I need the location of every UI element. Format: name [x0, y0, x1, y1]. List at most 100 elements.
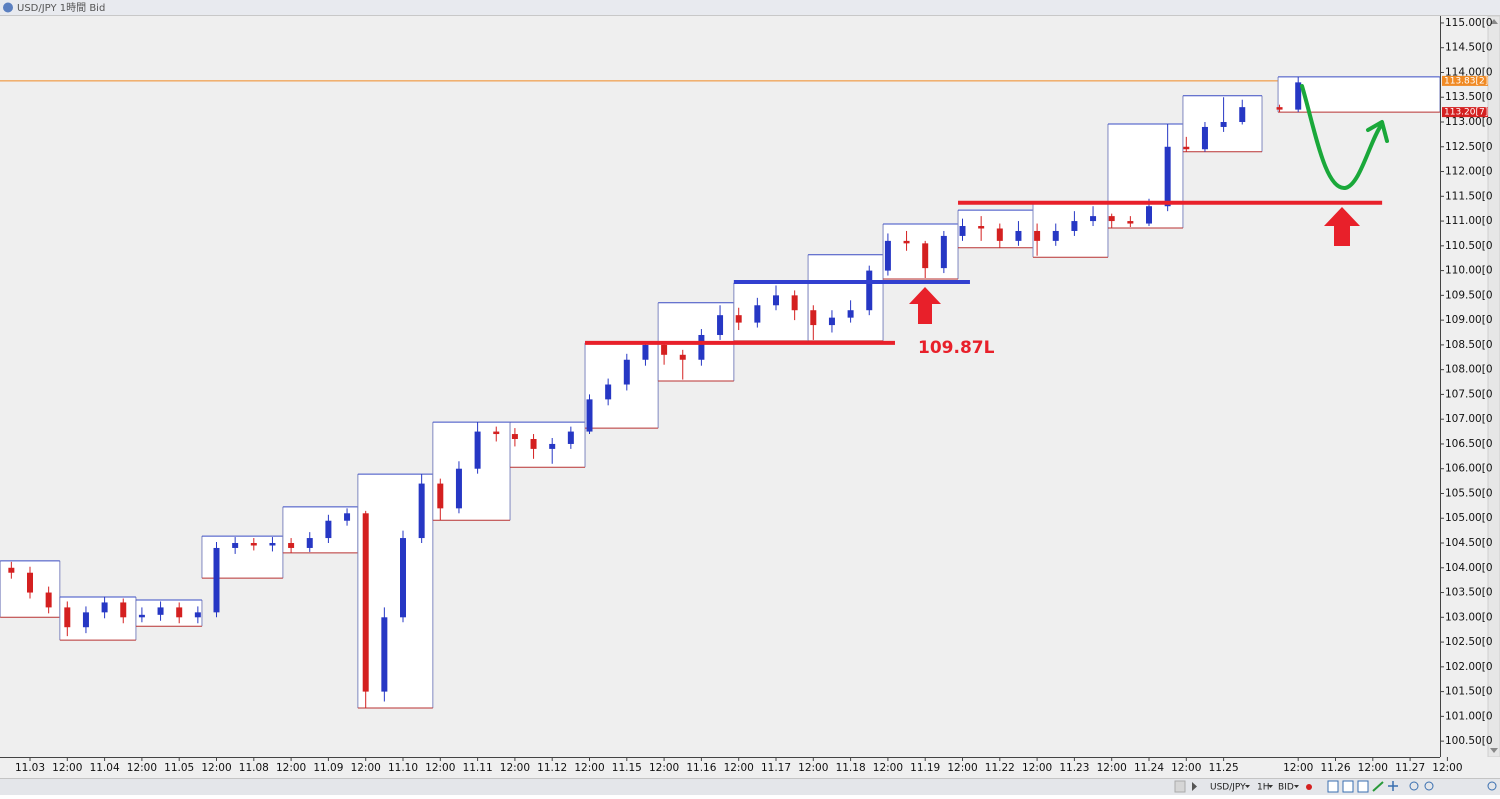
candle-body — [661, 344, 668, 355]
tool-icon[interactable] — [1409, 781, 1419, 791]
candle-body — [810, 310, 817, 326]
x-tick-label: 11.04 — [90, 762, 120, 774]
tool-icon[interactable] — [1306, 784, 1312, 790]
green-curve — [1300, 84, 1384, 190]
toolbar-symbol[interactable]: USD/JPY — [1210, 783, 1250, 793]
candle-body — [530, 438, 537, 449]
title-bar — [0, 0, 1500, 15]
y-tick-label: 101.50[0 — [1445, 686, 1493, 698]
candle-body — [1071, 221, 1078, 231]
candle-body — [474, 431, 481, 469]
x-tick-label: 12:00 — [201, 762, 231, 774]
tool-icon[interactable] — [1342, 780, 1354, 793]
x-tick-label: 12:00 — [873, 762, 903, 774]
x-tick-label: 11.18 — [836, 762, 866, 774]
x-tick-label: 11.24 — [1134, 762, 1164, 774]
x-tick-label: 11.10 — [388, 762, 418, 774]
scroll-up[interactable] — [1490, 19, 1498, 24]
x-tick-label: 11.19 — [910, 762, 940, 774]
candle-body — [1090, 216, 1097, 222]
y-tick-label: 112.50[0 — [1445, 141, 1493, 153]
tool-icon[interactable] — [1487, 781, 1497, 791]
candle-body — [120, 602, 127, 618]
candle-body — [1201, 126, 1208, 150]
y-tick-label: 114.50[0 — [1445, 42, 1493, 54]
candle-body — [455, 468, 462, 509]
y-tick-label: 108.00[0 — [1445, 364, 1493, 376]
candle-body — [1276, 107, 1283, 110]
x-tick-label: 11.23 — [1059, 762, 1089, 774]
x-tick-label: 12:00 — [52, 762, 82, 774]
candle-body — [754, 305, 761, 323]
candle-body — [306, 538, 313, 548]
red-arrow — [1324, 207, 1360, 246]
candle-body — [828, 317, 835, 326]
candle-body — [288, 543, 295, 548]
x-tick-label: 12:00 — [1432, 762, 1462, 774]
x-tick-label: 12:00 — [1097, 762, 1127, 774]
toolbar-button[interactable] — [1174, 780, 1186, 793]
y-tick-label: 107.00[0 — [1445, 413, 1493, 425]
candle-body — [791, 295, 798, 311]
x-axis: 11.03 12:00 11.04 12:00 11.05 12:00 11.08 12:00… — [15, 757, 1463, 774]
toolbar-side[interactable]: BID — [1278, 783, 1299, 793]
y-tick-label: 105.50[0 — [1445, 487, 1493, 499]
candle-body — [866, 270, 873, 311]
candle-body — [194, 612, 201, 618]
candle-body — [138, 614, 145, 618]
toolbar-play[interactable] — [1192, 782, 1197, 791]
x-tick-label: 11.12 — [537, 762, 567, 774]
x-tick-label: 12:00 — [947, 762, 977, 774]
y-tick-label: 106.50[0 — [1445, 438, 1493, 450]
candle-body — [8, 567, 15, 573]
candle-body — [362, 513, 369, 692]
candle-body — [922, 243, 929, 269]
dropdown-caret — [1268, 785, 1273, 788]
candle-body — [623, 359, 630, 385]
candle-body — [586, 399, 593, 432]
scroll-down[interactable] — [1490, 748, 1498, 753]
toolbar-period[interactable]: 1H — [1257, 783, 1273, 793]
y-tick-label: 105.00[0 — [1445, 512, 1493, 524]
tool-icon[interactable] — [1424, 781, 1434, 791]
red-arrow — [909, 287, 941, 324]
tool-icon[interactable] — [1388, 781, 1398, 791]
candle-body — [567, 431, 574, 444]
candle-body — [213, 547, 220, 613]
window-title: USD/JPY 1時間 Bid — [17, 2, 105, 14]
y-tick-label: 108.50[0 — [1445, 339, 1493, 351]
x-tick-label: 11.15 — [612, 762, 642, 774]
range-box — [958, 210, 1033, 248]
candle-body — [847, 310, 854, 318]
range-box — [733, 282, 809, 341]
candle-body — [903, 240, 910, 244]
x-tick-label: 11.27 — [1395, 762, 1425, 774]
candle-body — [1034, 230, 1041, 241]
tool-icon[interactable] — [1372, 781, 1384, 792]
candle-body — [493, 431, 500, 435]
tool-icon[interactable] — [1327, 780, 1339, 793]
candle-body — [269, 543, 276, 546]
x-tick-label: 12:00 — [1022, 762, 1052, 774]
candle-body — [1295, 82, 1302, 110]
y-tick-label: 114.00[0 — [1445, 66, 1493, 78]
dropdown-caret — [1294, 785, 1299, 788]
candle-body — [1052, 230, 1059, 241]
candle-body — [27, 572, 33, 593]
candle-body — [82, 612, 89, 628]
tool-icon[interactable] — [1357, 780, 1369, 793]
x-tick-label: 11.05 — [164, 762, 194, 774]
y-tick-label: 107.50[0 — [1445, 388, 1493, 400]
x-tick-label: 11.11 — [463, 762, 493, 774]
candle-body — [735, 315, 742, 323]
candle-body — [978, 226, 985, 229]
candle-body — [325, 520, 332, 539]
y-tick-label: 110.50[0 — [1445, 240, 1493, 252]
x-tick-label: 11.26 — [1320, 762, 1350, 774]
green-arrowhead — [1366, 120, 1389, 143]
candle-body — [605, 384, 612, 400]
range-box — [135, 599, 202, 627]
price-badge-label: 113.83[2] — [1444, 76, 1488, 86]
